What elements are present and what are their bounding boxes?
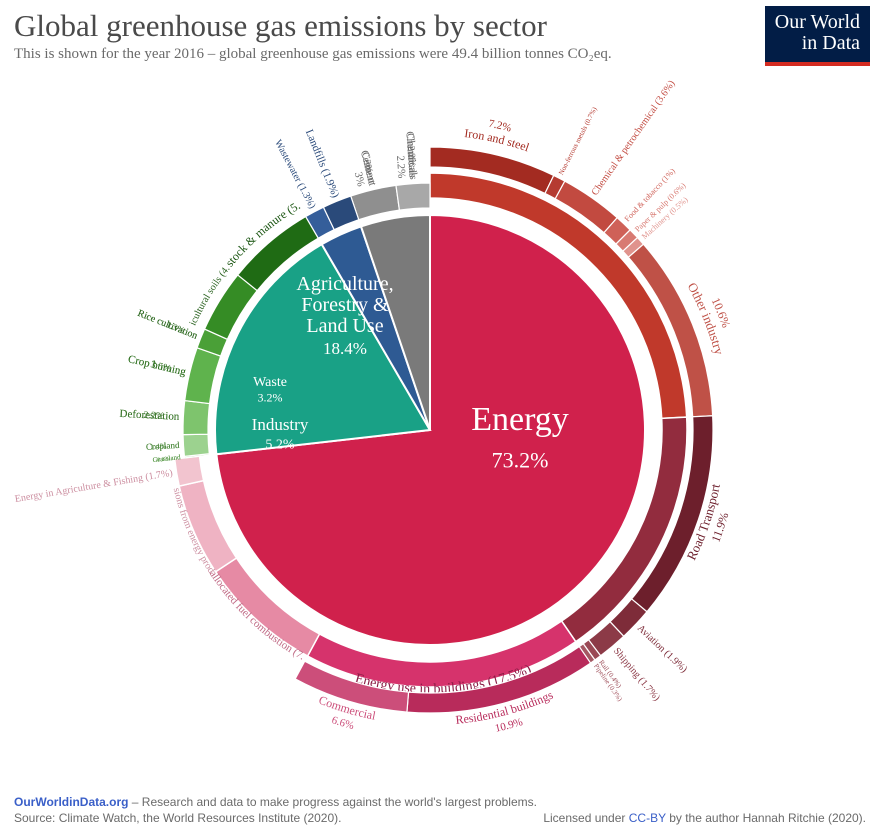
aflu-sub-seg (183, 401, 210, 435)
owid-logo: Our World in Data (765, 6, 870, 66)
svg-text:Livestock & manure (5.8%): Livestock & manure (5.8%) (0, 70, 303, 269)
svg-text:Energy in Agriculture & Fishin: Energy in Agriculture & Fishing (1.7%) (14, 468, 173, 505)
footer-license: Licensed under CC-BY by the author Hanna… (543, 811, 866, 825)
industry-sub-label: Chemicals2.2% (393, 131, 419, 179)
chart-subtitle: This is shown for the year 2016 – global… (14, 46, 866, 63)
industry-sub-seg (351, 185, 400, 219)
svg-text:2.2%: 2.2% (143, 410, 164, 422)
svg-text:Aviation (1.9%): Aviation (1.9%) (635, 623, 689, 675)
chart-container: Energy73.2%Agriculture,Forestry &Land Us… (0, 70, 880, 790)
industry-sub-label: Cement3% (348, 149, 378, 188)
aflu-sub-seg (183, 434, 209, 456)
aflu-sub-seg (185, 348, 221, 404)
svg-text:Non-ferrous metals (0.7%): Non-ferrous metals (0.7%) (557, 105, 599, 176)
pie-chart: Energy73.2%Agriculture,Forestry &Land Us… (0, 70, 880, 790)
sector-label: Waste3.2% (253, 375, 287, 404)
svg-text:1.4%: 1.4% (150, 441, 168, 451)
footer: OurWorldinData.org – Research and data t… (0, 791, 880, 833)
industry-sub-seg (396, 183, 430, 210)
chart-title: Global greenhouse gas emissions by secto… (14, 8, 866, 44)
footer-site[interactable]: OurWorldinData.org (14, 795, 128, 809)
footer-source: Source: Climate Watch, the World Resourc… (14, 811, 341, 825)
svg-text:Agricultural soils (4.1%): Agricultural soils (4.1%) (0, 70, 232, 327)
footer-tagline: – Research and data to make progress aga… (128, 795, 537, 809)
logo-line-1: Our World (775, 12, 860, 33)
logo-line-2: in Data (775, 33, 860, 54)
